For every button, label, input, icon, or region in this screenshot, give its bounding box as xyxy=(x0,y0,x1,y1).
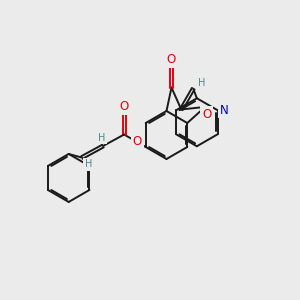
Text: O: O xyxy=(119,100,129,113)
Text: N: N xyxy=(220,104,229,117)
Text: O: O xyxy=(133,135,142,148)
Text: O: O xyxy=(167,53,176,66)
Text: H: H xyxy=(98,133,106,142)
Text: O: O xyxy=(202,108,211,121)
Text: H: H xyxy=(198,78,205,88)
Text: H: H xyxy=(85,159,92,169)
